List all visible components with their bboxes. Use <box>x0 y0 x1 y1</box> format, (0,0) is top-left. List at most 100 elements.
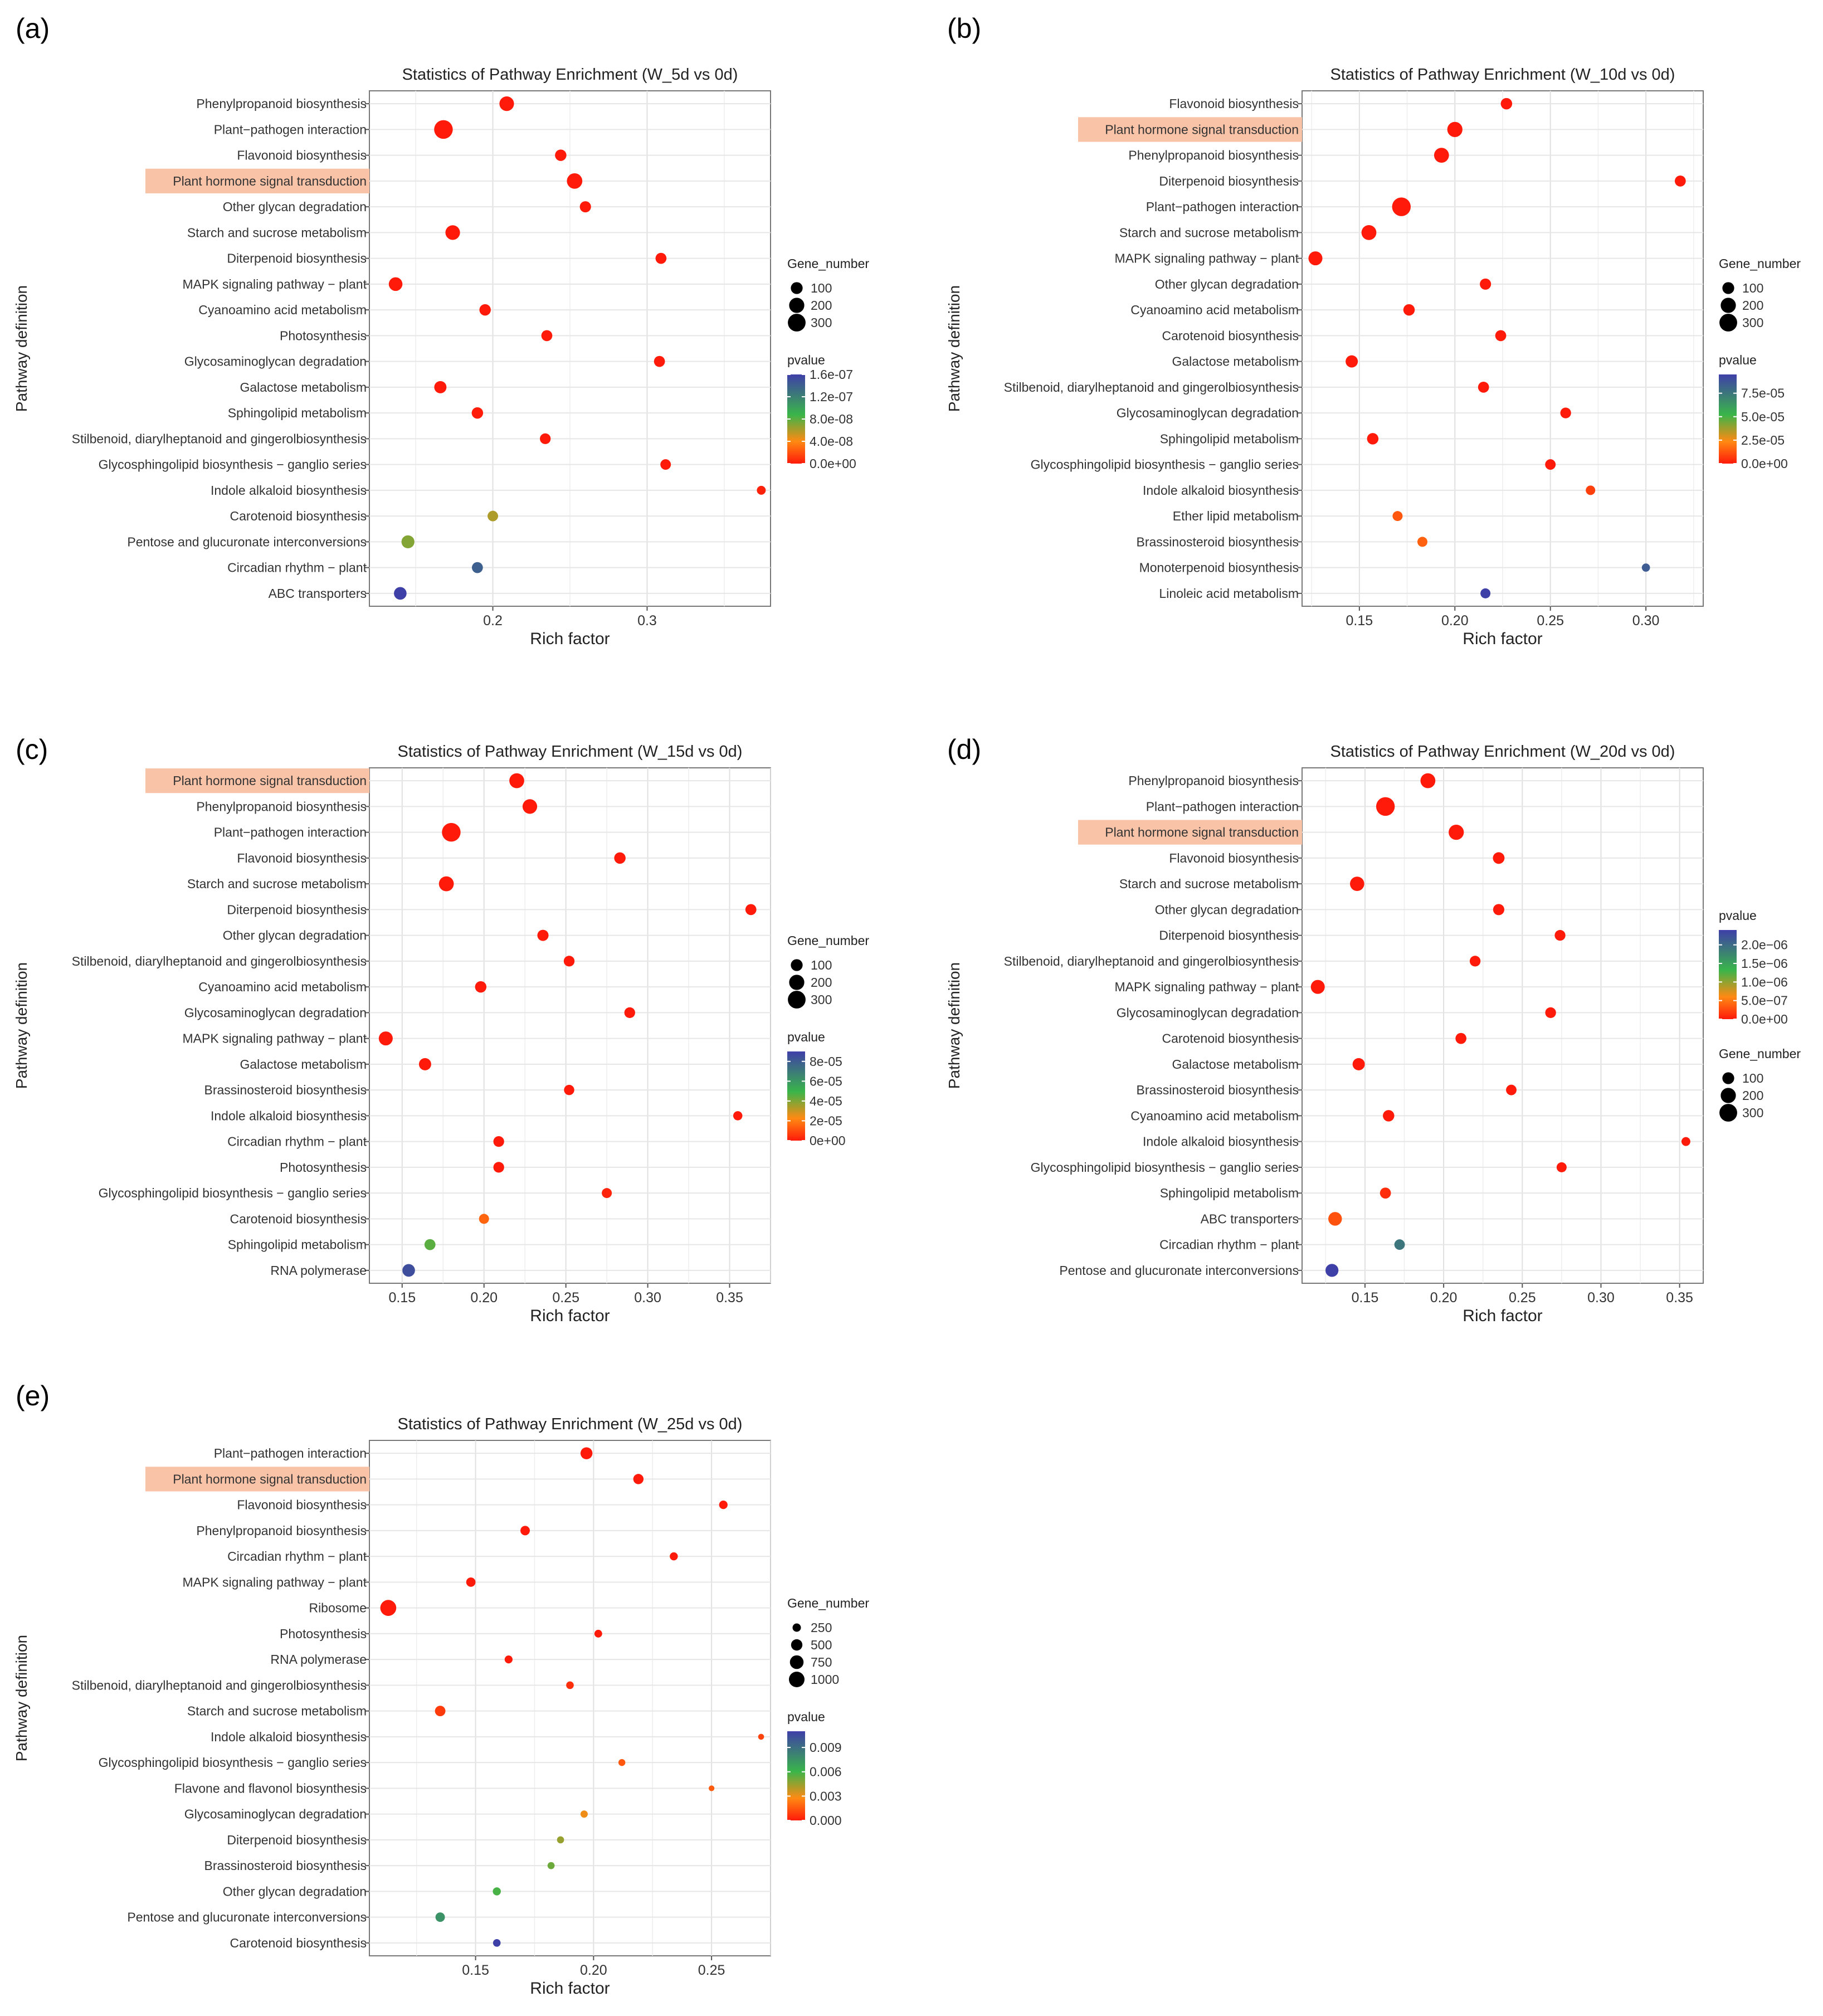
data-point <box>1380 1187 1391 1199</box>
pathway-label: Photosynthesis <box>280 1160 367 1175</box>
x-tick-label: 0.25 <box>1537 613 1564 629</box>
data-point <box>1352 1058 1365 1070</box>
pathway-label: Phenylpropanoid biosynthesis <box>196 799 367 814</box>
x-tick-label: 0.15 <box>388 1290 416 1306</box>
data-point <box>580 1810 588 1818</box>
pathway-label: Cyanoamino acid metabolism <box>198 980 367 994</box>
pathway-label: Glycosphingolipid biosynthesis − ganglio… <box>99 457 367 472</box>
data-point <box>435 1912 445 1922</box>
pathway-label: Linoleic acid metabolism <box>1159 586 1299 601</box>
colorbar-label: 4.0e-08 <box>810 434 853 449</box>
y-axis-title: Pathway definition <box>945 962 963 1089</box>
pathway-label: Carotenoid biosynthesis <box>230 1211 367 1226</box>
size-legend-title: Gene_number <box>787 256 869 271</box>
pathway-label: Plant hormone signal transduction <box>173 773 367 788</box>
pathway-label: Starch and sucrose metabolism <box>187 876 367 891</box>
size-legend-title: Gene_number <box>787 933 869 948</box>
plot-area <box>1302 767 1704 1284</box>
data-point <box>541 330 553 342</box>
pathway-label: Carotenoid biosynthesis <box>1162 1031 1299 1046</box>
pathway-label: Sphingolipid metabolism <box>228 1238 367 1252</box>
pathway-label: Indole alkaloid biosynthesis <box>211 1730 367 1744</box>
x-tick-label: 0.15 <box>462 1963 489 1978</box>
data-point <box>757 485 766 495</box>
size-legend-label: 750 <box>811 1655 832 1669</box>
pathway-label: RNA polymerase <box>270 1652 367 1667</box>
colorbar-label: 0.009 <box>810 1740 842 1755</box>
colorbar-label: 5.0e−07 <box>1741 994 1788 1008</box>
pathway-label: MAPK signaling pathway − plant <box>182 1575 367 1589</box>
colorbar-label: 5.0e-05 <box>1741 410 1785 424</box>
pathway-label: Indole alkaloid biosynthesis <box>211 483 367 498</box>
size-legend-title: Gene_number <box>787 1596 869 1610</box>
data-point <box>618 1759 626 1766</box>
x-tick-label: 0.2 <box>483 613 503 629</box>
panel-label: (a) <box>16 13 50 44</box>
data-point <box>1641 563 1650 572</box>
data-point <box>424 1239 436 1250</box>
pvalue-colorbar <box>787 1051 805 1141</box>
y-axis-title: Pathway definition <box>945 285 963 412</box>
panel-label: (c) <box>16 734 48 765</box>
data-point <box>475 981 487 993</box>
pathway-label: Other glycan degradation <box>1155 902 1299 917</box>
pathway-label: Galactose metabolism <box>1172 354 1299 369</box>
data-point <box>1560 407 1571 418</box>
pathway-label: Plant−pathogen interaction <box>214 825 367 840</box>
size-legend-dot <box>1722 1072 1734 1084</box>
data-point <box>401 535 415 549</box>
data-point <box>567 173 583 189</box>
data-point <box>1480 278 1491 290</box>
data-point <box>1586 485 1596 495</box>
size-legend-label: 100 <box>811 958 832 972</box>
data-point <box>493 1136 504 1147</box>
panel-label: (b) <box>947 13 981 44</box>
data-point <box>471 562 483 573</box>
data-point <box>435 1706 446 1717</box>
highlight-box <box>145 1467 369 1492</box>
data-point <box>493 1939 501 1947</box>
pathway-label: Plant−pathogen interaction <box>1146 199 1299 214</box>
pathway-label: Cyanoamino acid metabolism <box>1130 303 1299 317</box>
size-legend-label: 500 <box>811 1638 832 1652</box>
chart-title: Statistics of Pathway Enrichment (W_25d … <box>398 1415 743 1433</box>
data-point <box>438 876 454 892</box>
x-axis-title: Rich factor <box>1463 630 1542 648</box>
data-point <box>493 1887 501 1896</box>
data-point <box>709 1785 715 1791</box>
pathway-label: Diterpenoid biosynthesis <box>1159 174 1299 188</box>
size-legend-title: Gene_number <box>1719 256 1801 271</box>
data-point <box>1346 355 1358 368</box>
pathway-label: Other glycan degradation <box>223 199 367 214</box>
pathway-label: Flavonoid biosynthesis <box>1169 851 1299 865</box>
data-point <box>394 587 407 600</box>
pathway-label: Stilbenoid, diarylheptanoid and gingerol… <box>72 954 367 968</box>
x-axis-title: Rich factor <box>1463 1307 1542 1325</box>
colorbar-label: 1.0e−06 <box>1741 975 1788 989</box>
pathway-label: Plant hormone signal transduction <box>173 1472 367 1486</box>
chart-title: Statistics of Pathway Enrichment (W_10d … <box>1330 66 1675 84</box>
pathway-label: Carotenoid biosynthesis <box>230 509 367 523</box>
data-point <box>471 407 484 419</box>
data-point <box>557 1836 564 1844</box>
pathway-label: Flavonoid biosynthesis <box>237 148 367 163</box>
data-point <box>1681 1137 1690 1146</box>
pathway-label: Brassinosteroid biosynthesis <box>204 1858 367 1873</box>
pathway-label: Plant hormone signal transduction <box>173 174 367 188</box>
data-point <box>654 356 665 367</box>
data-point <box>1545 1007 1556 1019</box>
pathway-label: Galactose metabolism <box>1172 1057 1299 1072</box>
chart-title: Statistics of Pathway Enrichment (W_5d v… <box>402 66 738 84</box>
colorbar-label: 0.0e+00 <box>810 456 856 471</box>
data-point <box>1310 980 1325 994</box>
pathway-label: Plant hormone signal transduction <box>1105 825 1299 840</box>
pathway-label: Starch and sucrose metabolism <box>1119 225 1299 240</box>
pathway-label: Glycosaminoglycan degradation <box>1117 406 1299 420</box>
colorbar-label: 0.006 <box>810 1765 842 1779</box>
x-tick-label: 0.35 <box>1666 1290 1693 1306</box>
data-point <box>1500 98 1513 110</box>
plot-area <box>369 767 771 1284</box>
x-tick-label: 0.15 <box>1346 613 1373 629</box>
data-point <box>624 1007 635 1019</box>
pathway-label: Indole alkaloid biosynthesis <box>1143 483 1299 498</box>
